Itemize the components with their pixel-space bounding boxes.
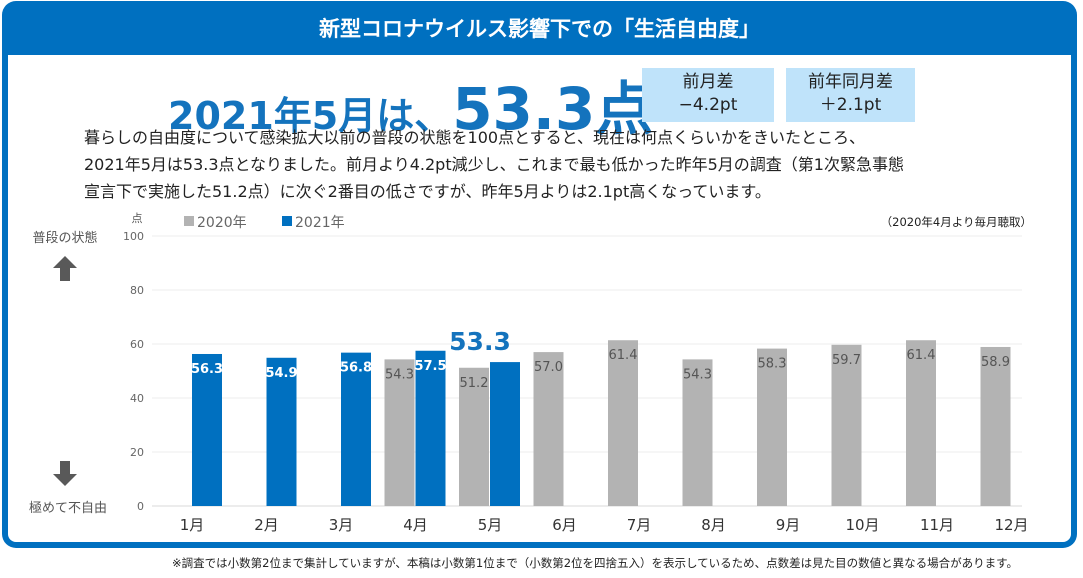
x-tick-label: 2月 [254,516,279,534]
y-tick-label: 100 [123,230,144,243]
grid-lines [152,235,1022,507]
x-tick-label: 10月 [845,516,879,534]
data-label: 56.8 [340,361,372,376]
x-tick-label: 5月 [478,516,503,534]
bar-2020年-8月 [682,359,713,506]
description-line: 宣言下で実施した51.2点）に次ぐ2番目の低さですが、昨年5月よりは2.1pt高… [84,182,771,201]
arrow-up-icon [53,256,77,281]
bar-2020年-11月 [906,340,936,506]
footnote: ※調査では小数第2位まで集計していますが、本稿は小数第1位まで（小数第2位を四捨… [172,556,1019,570]
data-label: 58.3 [758,357,787,372]
y-tick-label: 0 [137,500,144,513]
bar-2020年-9月 [757,348,787,506]
bar-2020年-4月 [384,359,415,506]
bar-2021年-3月 [341,352,371,506]
legend-label-2021: 2021年 [295,215,345,231]
x-tick-label: 7月 [627,516,652,534]
yoy-label: 前年同月差 [808,72,893,92]
x-axis-ticks: 1月 2月 3月 4月 5月 6月 7月 8月 9月 10月 11月 12月 [180,516,1029,534]
legend: 2020年 2021年 [184,215,345,231]
year-over-year-box: 前年同月差 ＋2.1pt [786,68,915,122]
bar-2021年-1月 [192,353,222,506]
bar-2020年-12月 [980,346,1011,506]
data-label: 59.7 [832,353,861,368]
data-label: 61.4 [609,348,638,363]
data-label: 51.2 [460,376,489,391]
description: 暮らしの自由度について感染拡大以前の普段の状態を100点とすると、現在は何点くら… [84,124,1044,205]
bar-2020年-10月 [831,344,862,506]
x-tick-label: 1月 [180,516,205,534]
side-label-top: 普段の状態 [32,230,97,246]
x-tick-label: 11月 [920,516,954,534]
data-label: 61.4 [907,348,936,363]
mom-value: −4.2pt [678,95,738,115]
legend-label-2020: 2020年 [197,215,247,231]
bar-2020年-6月 [533,352,564,506]
month-over-month-box: 前月差 −4.2pt [642,68,774,122]
chart-note: （2020年4月より毎月聴取） [881,215,1032,229]
page-title: 新型コロナウイルス影響下での「生活自由度」 [319,17,760,41]
y-tick-label: 40 [130,392,144,405]
callout-label: 53.3 [449,327,511,356]
header-band: 新型コロナウイルス影響下での「生活自由度」 [2,1,1077,55]
data-label: 56.3 [191,362,223,377]
y-axis-unit: 点 [132,212,143,225]
x-tick-label: 3月 [329,516,354,534]
x-tick-label: 6月 [552,516,577,534]
bars: 56.3 54.9 56.8 54.357.551.257.061.454.358.3… [191,340,1011,506]
bar-2020年-7月 [608,340,638,506]
side-label-bottom: 極めて不自由 [29,500,107,516]
yoy-value: ＋2.1pt [819,95,882,115]
y-axis-ticks: 0 20 40 60 80 100 [123,230,144,513]
bar-2021年-5月 [490,362,520,506]
headline-prefix: 2021年5月は、 [168,94,453,138]
y-tick-label: 20 [130,446,144,459]
data-label: 57.5 [414,359,446,374]
bar-2021年-2月 [266,357,297,506]
x-tick-label: 9月 [776,516,801,534]
description-line: 暮らしの自由度について感染拡大以前の普段の状態を100点とすると、現在は何点くら… [84,128,865,147]
headline-score: 53.3点 [452,75,654,143]
data-label: 57.0 [534,360,563,375]
bar-2021年-4月 [415,350,446,506]
data-label: 54.3 [683,367,712,382]
arrow-down-icon [53,461,77,486]
bar-2020年-5月 [459,367,489,506]
x-tick-label: 4月 [403,516,428,534]
y-tick-label: 80 [130,284,144,297]
data-label: 54.3 [385,367,414,382]
headline: 2021年5月は、53.3点 [168,62,653,146]
legend-swatch-2020 [184,216,194,226]
y-tick-label: 60 [130,338,144,351]
legend-swatch-2021 [282,216,292,226]
data-label: 54.9 [265,366,297,381]
x-tick-label: 12月 [994,516,1028,534]
data-label: 58.9 [981,355,1010,370]
x-tick-label: 8月 [701,516,726,534]
description-line: 2021年5月は53.3点となりました。前月より4.2pt減少し、これまで最も低… [84,155,904,174]
mom-label: 前月差 [682,72,734,92]
